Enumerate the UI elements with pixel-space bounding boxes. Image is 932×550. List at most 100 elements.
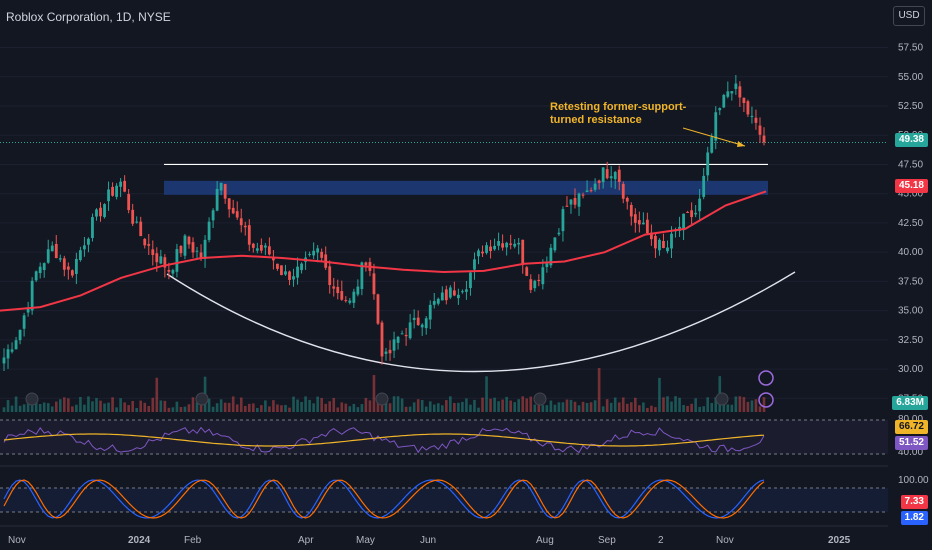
volume-bar — [674, 396, 677, 412]
volume-bar — [147, 405, 151, 412]
volume-bar — [706, 397, 710, 412]
candle-body — [300, 263, 303, 271]
volume-bar — [593, 400, 597, 412]
volume-bar — [388, 403, 392, 412]
volume-bar — [179, 407, 183, 412]
volume-bar — [34, 402, 38, 412]
candle-body — [195, 250, 199, 252]
candle-body — [416, 317, 420, 325]
candle-body — [469, 272, 472, 288]
stochastic-pane: 100.00 — [0, 475, 929, 527]
candle-body — [372, 273, 376, 295]
volume-bar — [54, 401, 58, 412]
volume-bar — [312, 403, 315, 412]
candle-body — [521, 239, 525, 265]
candle-body — [26, 308, 30, 313]
stoch-d-line — [3, 479, 765, 519]
volume-bar — [601, 406, 605, 412]
candle-body — [235, 211, 239, 218]
volume-bar — [400, 398, 404, 412]
x-tick-label: May — [356, 535, 375, 546]
candle-body — [380, 322, 384, 357]
candle-body — [718, 108, 722, 111]
candle-body — [613, 171, 617, 180]
y-tick-label: 57.50 — [898, 43, 923, 54]
volume-bar — [58, 399, 62, 412]
currency-button[interactable]: USD — [893, 6, 925, 26]
candle-body — [66, 266, 70, 270]
rsi-badge: 51.52 — [894, 436, 928, 450]
volume-bar — [690, 403, 693, 412]
volume-bar — [449, 396, 452, 412]
volume-bar — [71, 406, 74, 412]
x-tick-label: Apr — [298, 535, 314, 546]
candle-body — [284, 271, 287, 275]
earnings-icon — [195, 392, 209, 406]
volume-bar — [336, 407, 340, 412]
volume-bar — [296, 399, 299, 412]
volume-bar — [260, 405, 263, 412]
volume-bar — [328, 401, 332, 412]
volume-bar — [151, 397, 155, 412]
candle-body — [276, 263, 279, 269]
volume-bar — [67, 398, 70, 412]
volume-bar — [99, 400, 102, 412]
volume-bar — [191, 397, 195, 412]
volume-bar — [356, 407, 360, 412]
candle-body — [259, 244, 263, 251]
volume-bar — [634, 397, 637, 412]
candle-body — [412, 317, 416, 320]
candle-body — [565, 205, 569, 207]
candle-body — [440, 292, 444, 301]
volume-bar — [288, 407, 291, 412]
volume-bar — [517, 399, 521, 412]
candle-body — [151, 249, 155, 256]
candle-body — [296, 266, 299, 278]
upcoming-event-icon — [758, 370, 774, 386]
candle-body — [384, 351, 388, 354]
rsi-ma-line — [3, 433, 765, 447]
earnings-markers[interactable] — [25, 392, 729, 406]
volume-bar — [268, 406, 271, 412]
volume-bar — [348, 406, 352, 412]
volume-bar — [666, 396, 669, 412]
volume-bar — [521, 396, 525, 412]
volume-bar — [364, 397, 368, 412]
candle-body — [754, 117, 758, 123]
candle-body — [267, 246, 271, 255]
candle-body — [392, 339, 396, 351]
candle-body — [167, 269, 171, 272]
volume-bar — [252, 403, 255, 412]
volume-bar — [79, 396, 82, 412]
volume-bar — [247, 403, 251, 412]
candle-body — [545, 263, 549, 267]
candle-body — [171, 270, 175, 274]
volume-bar — [83, 404, 86, 412]
candle-body — [280, 265, 283, 276]
volume-bar — [432, 404, 436, 412]
volume-bar — [461, 401, 464, 412]
candle-body — [645, 219, 649, 234]
volume-bar — [360, 404, 364, 412]
candle-body — [123, 180, 127, 192]
candle-body — [585, 190, 589, 193]
volume-bar — [682, 405, 685, 412]
volume-bar — [368, 400, 372, 412]
event-icons[interactable] — [758, 370, 774, 408]
candle-body — [658, 239, 661, 251]
candle-body — [533, 280, 537, 289]
candle-body — [432, 301, 436, 305]
candle-body — [70, 270, 74, 276]
candle-body — [481, 251, 484, 254]
candle-body — [135, 221, 139, 223]
volume-bar — [702, 406, 705, 412]
candle-body — [183, 235, 187, 256]
candle-body — [702, 175, 706, 197]
candle-body — [91, 217, 94, 238]
volume-bar — [489, 398, 492, 412]
candle-body — [6, 349, 10, 359]
volume-bar — [742, 397, 746, 412]
volume-bar — [280, 405, 283, 412]
volume-bar — [694, 398, 697, 412]
